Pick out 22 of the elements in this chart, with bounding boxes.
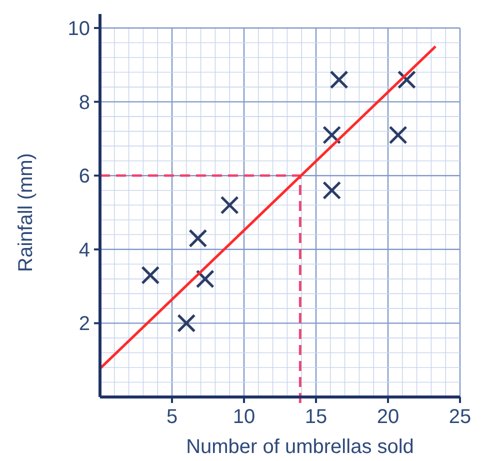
x-tick-label: 10 <box>232 406 256 428</box>
point <box>220 196 239 214</box>
point <box>330 70 348 89</box>
x-tick-label: 25 <box>448 406 472 428</box>
point <box>177 314 196 332</box>
y-tick-label: 2 <box>78 313 90 336</box>
x-tick-label: 15 <box>304 406 328 428</box>
y-tick-label: 4 <box>78 239 90 262</box>
x-tick-label: 20 <box>376 406 400 428</box>
y-tick-label: 10 <box>68 18 90 40</box>
y-tick-label: 6 <box>78 166 90 188</box>
point <box>397 70 416 89</box>
x-tick-label: 5 <box>166 406 178 428</box>
point <box>322 126 342 144</box>
point <box>188 229 208 248</box>
y-tick-label: 8 <box>78 92 90 114</box>
point <box>388 126 408 144</box>
x-axis-title: Number of umbrellas sold <box>186 436 414 458</box>
point <box>196 270 214 288</box>
point <box>322 181 342 200</box>
point <box>141 266 160 285</box>
y-axis-title: Rainfall (mm) <box>15 153 37 272</box>
